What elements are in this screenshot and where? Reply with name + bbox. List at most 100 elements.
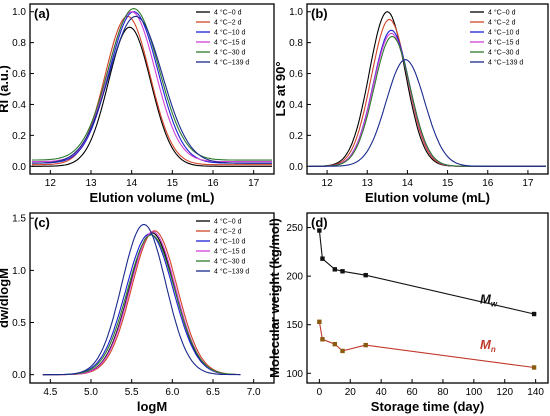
plot-frame xyxy=(29,212,275,384)
legend-label: 4 °C−15 d xyxy=(214,39,246,47)
data-point xyxy=(340,348,345,354)
series-line xyxy=(32,8,272,161)
y-tick-label: 0.4 xyxy=(289,100,303,111)
x-tick-label: 16 xyxy=(207,178,219,189)
y-tick-label: 0.0 xyxy=(12,162,26,173)
x-axis-label: Storage time (day) xyxy=(371,399,484,414)
legend-label: 4 °C−2 d xyxy=(214,228,242,236)
x-tick-label: 16 xyxy=(482,178,494,189)
series-line xyxy=(318,230,535,315)
x-tick-label: 13 xyxy=(85,178,97,189)
x-tick-label: 40 xyxy=(376,387,388,398)
series-line xyxy=(42,233,241,376)
x-tick-label: 14 xyxy=(126,178,138,189)
series-line xyxy=(42,230,241,376)
panel-2: 12 13 14 15 16 17 0.0 0.2 0.4 0.6 0.8 1.0 Elution vo… xyxy=(273,3,549,205)
y-tick-label: 0.2 xyxy=(12,131,26,142)
series-label: Mw xyxy=(480,291,498,308)
legend-label: 4 °C−10 d xyxy=(214,238,246,246)
y-tick-label: 0.5 xyxy=(12,318,26,329)
x-tick-label: 20 xyxy=(345,387,357,398)
plot-frame xyxy=(306,3,549,175)
y-axis-label: LS at 90° xyxy=(273,61,288,116)
x-tick-label: 15 xyxy=(442,178,454,189)
y-tick-label: 100 xyxy=(286,369,303,380)
y-tick-label: 0.2 xyxy=(289,131,303,142)
legend-label: 4 °C−15 d xyxy=(488,39,520,47)
y-axis-label: Molecular weight (kg/mol) xyxy=(267,218,282,378)
x-tick-label: 12 xyxy=(322,178,334,189)
data-point xyxy=(332,341,338,347)
legend-label: 4 °C−139 d xyxy=(214,268,249,276)
x-axis-label: logM xyxy=(137,399,167,414)
plot-frame xyxy=(29,3,275,175)
y-tick-label: 1.5 xyxy=(12,214,26,225)
x-tick-label: 17 xyxy=(248,178,260,189)
panel-3: 4.5 5.0 5.5 6.0 6.5 7.0 0.0 0.5 1.0 1.5 logM dw/dlo… xyxy=(0,212,275,414)
x-tick-label: 60 xyxy=(406,387,418,398)
data-point xyxy=(340,269,345,274)
data-point xyxy=(531,365,537,370)
data-point xyxy=(317,319,322,324)
y-tick-label: 1.0 xyxy=(289,7,303,18)
y-tick-label: 0.4 xyxy=(12,100,26,111)
x-tick-label: 120 xyxy=(496,387,513,398)
panel-4: 0 20 40 60 80 100 120 140 100 150 200 250 Storage ti… xyxy=(267,212,549,414)
data-point xyxy=(531,311,537,317)
legend-label: 4 °C−30 d xyxy=(214,258,246,266)
legend-label: 4 °C−10 d xyxy=(488,29,520,37)
series-line xyxy=(32,15,272,166)
panel-label: (d) xyxy=(311,215,328,230)
series-label: Mn xyxy=(480,337,496,354)
y-axis-label: dw/dlogM xyxy=(0,268,11,328)
legend-label: 4 °C−10 d xyxy=(214,29,246,37)
x-tick-label: 17 xyxy=(522,178,534,189)
legend-label: 4 °C−30 d xyxy=(488,49,520,57)
y-tick-label: 1.0 xyxy=(12,266,26,277)
x-tick-label: 5.5 xyxy=(125,387,139,398)
y-tick-label: 0.6 xyxy=(12,69,26,80)
x-tick-label: 12 xyxy=(45,178,57,189)
x-tick-label: 7.0 xyxy=(247,387,261,398)
x-tick-label: 15 xyxy=(167,178,179,189)
panel-label: (a) xyxy=(34,6,50,21)
series-line xyxy=(42,224,241,376)
legend-label: 4 °C−15 d xyxy=(214,248,246,256)
y-tick-label: 0.0 xyxy=(289,162,303,173)
panel-label: (c) xyxy=(34,215,50,230)
data-point xyxy=(363,342,368,348)
series-line xyxy=(42,234,241,376)
panel-label: (b) xyxy=(311,6,328,21)
x-axis-label: Elution volume (mL) xyxy=(365,190,490,205)
series-line xyxy=(318,321,535,369)
y-tick-label: 0.8 xyxy=(12,38,26,49)
y-tick-label: 0.0 xyxy=(12,370,26,381)
x-tick-label: 13 xyxy=(362,178,374,189)
legend-label: 4 °C−139 d xyxy=(488,59,523,67)
series-line xyxy=(32,15,272,164)
panel-1: 12 13 14 15 16 17 0.0 0.2 0.4 0.6 0.8 1.0 Elution vo… xyxy=(0,3,275,205)
legend-label: 4 °C−30 d xyxy=(214,49,246,57)
legend-label: 4 °C−139 d xyxy=(214,59,249,67)
x-tick-label: 4.5 xyxy=(43,387,57,398)
data-point xyxy=(320,337,325,342)
x-tick-label: 100 xyxy=(466,387,483,398)
legend-label: 4 °C−2 d xyxy=(488,19,516,27)
data-point xyxy=(332,267,338,272)
x-axis-label: Elution volume (mL) xyxy=(90,190,215,205)
y-tick-label: 150 xyxy=(286,320,303,331)
y-tick-label: 0.8 xyxy=(289,38,303,49)
x-tick-label: 80 xyxy=(437,387,449,398)
data-point xyxy=(320,256,325,261)
y-tick-label: 200 xyxy=(286,272,303,283)
series-line xyxy=(42,232,241,376)
legend-label: 4 °C−0 d xyxy=(214,9,242,17)
legend-label: 4 °C−0 d xyxy=(488,9,516,17)
x-tick-label: 140 xyxy=(527,387,544,398)
legend-label: 4 °C−0 d xyxy=(214,218,242,226)
x-tick-label: 14 xyxy=(402,178,414,189)
legend-label: 4 °C−2 d xyxy=(214,19,242,27)
y-axis-label: RI (a.u.) xyxy=(0,65,11,113)
x-tick-label: 5.0 xyxy=(84,387,98,398)
